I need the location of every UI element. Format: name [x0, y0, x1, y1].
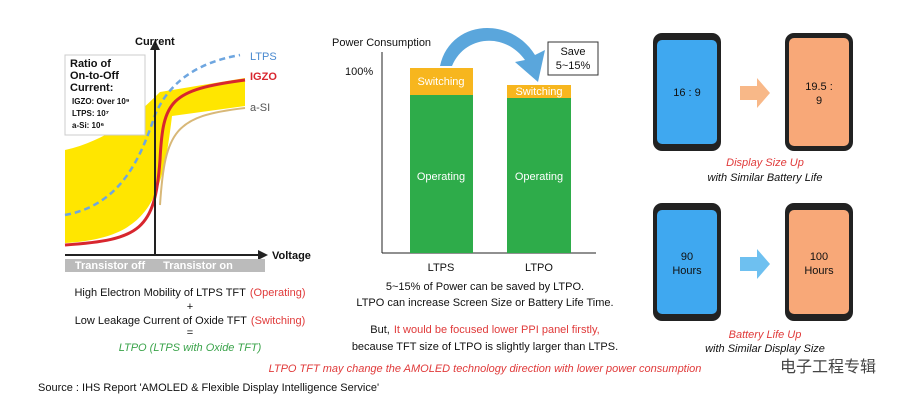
operating-segment: [410, 95, 473, 253]
curve-label: IGZO: [250, 71, 277, 83]
ratio-row: LTPS: 10⁷: [72, 109, 109, 118]
caption-highlight: (Operating): [250, 287, 306, 299]
arrow: [740, 249, 770, 279]
curve-label: LTPS: [250, 51, 277, 63]
asi-curve: [159, 107, 246, 206]
y-tick-label: 100%: [345, 66, 373, 78]
ratio-title: Ratio of: [70, 58, 111, 70]
phone-text: Hours: [804, 265, 834, 277]
y-axis-label: Power Consumption: [332, 37, 431, 49]
y-axis-label: Current: [135, 36, 175, 48]
caption-line: LTPO can increase Screen Size or Battery…: [356, 297, 613, 309]
phone-text: 90: [681, 251, 693, 263]
arrow: [740, 78, 770, 108]
igzo-curve: [64, 78, 246, 247]
caption-line: Low Leakage Current of Oxide TFT (Switchi…: [75, 315, 306, 327]
caption-line: =: [187, 327, 193, 339]
switching-segment: [507, 85, 571, 98]
region-band: [65, 259, 265, 272]
caption-text: Low Leakage Current of Oxide TFT: [75, 315, 247, 327]
source: Source : IHS Report 'AMOLED & Flexible D…: [38, 382, 379, 394]
phone-screen: [657, 210, 717, 314]
operating-segment: [507, 98, 571, 253]
caption-text: But,: [370, 324, 390, 336]
caption-highlight: (Switching): [251, 315, 305, 327]
arrow-head: [258, 250, 268, 260]
callout-text: Save: [560, 46, 585, 58]
phone-screen: [789, 38, 849, 146]
power-panel: Power Consumption 100% Switching Operati…: [332, 27, 618, 353]
ratio-row: IGZO: Over 10⁹: [72, 97, 130, 106]
caption-line: with Similar Battery Life: [708, 172, 823, 184]
caption-line: LTPO (LTPS with Oxide TFT): [119, 342, 262, 354]
callout-text: 5~15%: [556, 60, 591, 72]
caption-line: 5~15% of Power can be saved by LTPO.: [386, 281, 584, 293]
caption-line: with Similar Display Size: [705, 343, 825, 355]
conclusion: LTPO TFT may change the AMOLED technolog…: [269, 363, 702, 375]
phone-screen: [789, 210, 849, 314]
watermark: 电子工程专辑: [780, 358, 876, 376]
ratio-title: On-to-Off: [70, 70, 119, 82]
segment-label: Switching: [515, 86, 562, 98]
ratio-row: a-Si: 10⁶: [72, 121, 104, 130]
callout-box: [547, 41, 599, 76]
caption-line: But, It would be focused lower PPI panel …: [370, 324, 599, 336]
caption-text: High Electron Mobility of LTPS TFT: [74, 287, 246, 299]
phone-screen: [657, 40, 717, 144]
caption-line: High Electron Mobility of LTPS TFT (Opera…: [74, 287, 305, 299]
caption-line: because TFT size of LTPO is slightly lar…: [352, 341, 618, 353]
segment-label: Operating: [515, 171, 563, 183]
region-label: Transistor on: [163, 260, 233, 272]
x-axis-label: Voltage: [272, 250, 311, 262]
tft-curve-panel: Current Voltage LTPS IGZO a-SI Ratio of …: [64, 36, 311, 354]
caption-line: Display Size Up: [726, 157, 804, 169]
bar-label: LTPO: [525, 262, 553, 274]
bar-label: LTPS: [428, 262, 455, 274]
phone-text: 16 : 9: [673, 87, 701, 99]
caption-highlight: It would be focused lower PPI panel firs…: [394, 324, 600, 336]
caption-line: +: [187, 301, 193, 313]
curve-label: a-SI: [250, 102, 270, 114]
ratio-box: [64, 54, 146, 136]
segment-label: Operating: [417, 171, 465, 183]
segment-label: Switching: [417, 76, 464, 88]
phone-text: Hours: [672, 265, 702, 277]
phone-comparison: 16 : 9 19.5 : 9 Display Size Up with Sim…: [653, 33, 853, 355]
region-label: Transistor off: [75, 260, 146, 272]
save-arrow: [440, 27, 545, 82]
phone-text: 100: [810, 251, 828, 263]
switching-segment: [410, 68, 473, 95]
arrow-head: [150, 40, 160, 50]
caption-line: Battery Life Up: [729, 329, 802, 341]
phone-text: 9: [816, 95, 822, 107]
phone-text: 19.5 :: [805, 81, 833, 93]
ratio-title: Current:: [70, 82, 113, 94]
